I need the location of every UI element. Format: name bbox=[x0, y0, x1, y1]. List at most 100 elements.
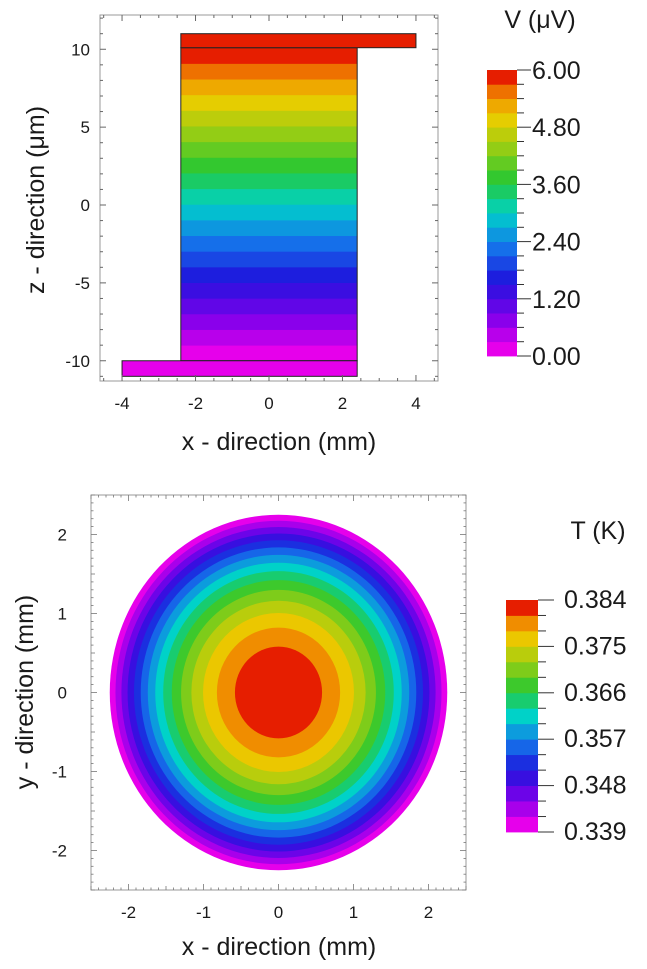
temperature-colorbar-labels: 0.384 0.375 0.366 0.357 0.348 0.339 bbox=[564, 586, 627, 846]
colorbar-swatch bbox=[506, 785, 538, 802]
temperature-plot: 2 1 0 -1 -2 -2 -1 0 1 2 x - direction (mm) y - d… bbox=[11, 494, 467, 961]
temperature-colorbar-title: T (K) bbox=[570, 517, 625, 545]
voltage-colorbar-ticks bbox=[517, 69, 531, 357]
voltage-axis-ticks bbox=[100, 15, 438, 381]
leg-band bbox=[180, 157, 358, 174]
colorbar-label: 6.00 bbox=[532, 57, 581, 85]
temperature-colorbar: T (K) 0.384 0.375 0.366 0.357 0.348 0.339 bbox=[506, 517, 627, 846]
colorbar-swatch bbox=[487, 270, 517, 285]
colorbar-label: 1.20 bbox=[532, 286, 581, 314]
colorbar-swatch bbox=[506, 723, 538, 740]
colorbar-swatch bbox=[487, 298, 517, 314]
colorbar-swatch bbox=[487, 127, 517, 142]
colorbar-label: 0.348 bbox=[564, 772, 627, 800]
y-tick-label: -1 bbox=[52, 763, 67, 782]
x-tick-label: -2 bbox=[121, 903, 136, 922]
colorbar-swatch bbox=[506, 630, 538, 647]
colorbar-label: 4.80 bbox=[532, 114, 581, 142]
colorbar-swatch bbox=[487, 313, 517, 328]
colorbar-swatch bbox=[506, 692, 538, 709]
temperature-contour-band bbox=[234, 646, 323, 739]
bottom-lead bbox=[121, 360, 358, 377]
x-tick-label: -1 bbox=[196, 903, 211, 922]
colorbar-swatch bbox=[506, 816, 538, 833]
colorbar-swatch bbox=[506, 646, 538, 663]
colorbar-swatch bbox=[506, 770, 538, 786]
colorbar-swatch bbox=[506, 708, 538, 725]
temperature-x-tick-labels: -2 -1 0 1 2 bbox=[121, 903, 433, 922]
x-tick-label: 0 bbox=[264, 394, 273, 413]
temperature-y-axis-title: y - direction (mm) bbox=[11, 595, 39, 789]
colorbar-swatch bbox=[506, 600, 538, 616]
colorbar-label: 3.60 bbox=[532, 171, 581, 199]
y-tick-label: 2 bbox=[58, 526, 67, 545]
top-lead bbox=[180, 33, 417, 49]
voltage-x-axis-title: x - direction (mm) bbox=[182, 428, 376, 456]
leg-band bbox=[180, 188, 358, 205]
colorbar-swatch bbox=[487, 327, 517, 343]
leg-band bbox=[180, 235, 358, 252]
x-tick-label: -2 bbox=[188, 394, 203, 413]
y-tick-label: 5 bbox=[81, 118, 90, 137]
leg-band bbox=[180, 94, 358, 111]
colorbar-swatch bbox=[487, 98, 517, 114]
leg-band bbox=[180, 313, 358, 330]
colorbar-swatch bbox=[506, 739, 538, 756]
x-tick-label: -4 bbox=[114, 394, 129, 413]
voltage-x-tick-labels: -4 -2 0 2 4 bbox=[114, 394, 420, 413]
x-tick-label: 2 bbox=[338, 394, 347, 413]
x-tick-label: 2 bbox=[424, 903, 433, 922]
colorbar-swatch bbox=[487, 341, 517, 357]
colorbar-swatch bbox=[487, 227, 517, 242]
colorbar-swatch bbox=[506, 754, 538, 771]
colorbar-swatch bbox=[487, 184, 517, 200]
y-tick-label: -5 bbox=[75, 274, 90, 293]
voltage-y-axis-title: z - direction (μm) bbox=[22, 106, 50, 294]
colorbar-swatch bbox=[487, 198, 517, 214]
leg-band bbox=[180, 110, 358, 127]
colorbar-label: 0.384 bbox=[564, 586, 627, 614]
temperature-x-axis-title: x - direction (mm) bbox=[182, 933, 376, 961]
colorbar-swatch bbox=[506, 801, 538, 817]
colorbar-swatch bbox=[506, 615, 538, 632]
voltage-colorbar-labels: 6.00 4.80 3.60 2.40 1.20 0.00 bbox=[532, 57, 581, 371]
voltage-field bbox=[121, 33, 417, 377]
voltage-colorbar: V (μV) 6.00 4.80 3.60 2.40 1.20 0.00 bbox=[487, 6, 581, 371]
colorbar-swatch bbox=[487, 112, 517, 128]
y-tick-label: -2 bbox=[52, 842, 67, 861]
leg-band bbox=[180, 345, 358, 362]
leg-band bbox=[180, 282, 358, 299]
x-tick-label: 1 bbox=[349, 903, 358, 922]
leg-band bbox=[180, 125, 358, 143]
colorbar-swatch bbox=[487, 84, 517, 99]
colorbar-swatch bbox=[487, 213, 517, 228]
temperature-axis-ticks bbox=[90, 494, 467, 891]
y-tick-label: -10 bbox=[65, 352, 90, 371]
colorbar-label: 0.339 bbox=[564, 818, 627, 846]
leg-band bbox=[180, 298, 358, 315]
temperature-y-tick-labels: 2 1 0 -1 -2 bbox=[52, 526, 67, 861]
temperature-colorbar-ticks bbox=[538, 599, 554, 833]
voltage-colorbar-swatches bbox=[487, 70, 517, 357]
colorbar-swatch bbox=[487, 70, 517, 85]
colorbar-swatch bbox=[487, 284, 517, 300]
colorbar-label: 0.357 bbox=[564, 725, 627, 753]
colorbar-swatch bbox=[487, 241, 517, 257]
leg-band bbox=[180, 63, 358, 80]
colorbar-label: 2.40 bbox=[532, 229, 581, 257]
leg-band bbox=[180, 172, 358, 190]
leg-band bbox=[180, 329, 358, 346]
leg-band bbox=[180, 141, 358, 158]
colorbar-swatch bbox=[487, 170, 517, 185]
voltage-colorbar-title: V (μV) bbox=[504, 6, 575, 34]
leg-band bbox=[180, 219, 358, 237]
x-tick-label: 0 bbox=[274, 903, 283, 922]
colorbar-swatch bbox=[487, 141, 517, 157]
colorbar-label: 0.366 bbox=[564, 679, 627, 707]
x-tick-label: 4 bbox=[411, 394, 420, 413]
voltage-y-tick-labels: 10 5 0 -5 -10 bbox=[65, 40, 90, 370]
colorbar-swatch bbox=[506, 677, 538, 694]
leg-band bbox=[180, 204, 358, 221]
voltage-plot: 10 5 0 -5 -10 -4 -2 0 2 4 x - direction (mm) z -… bbox=[22, 14, 439, 456]
leg-band bbox=[180, 47, 358, 64]
